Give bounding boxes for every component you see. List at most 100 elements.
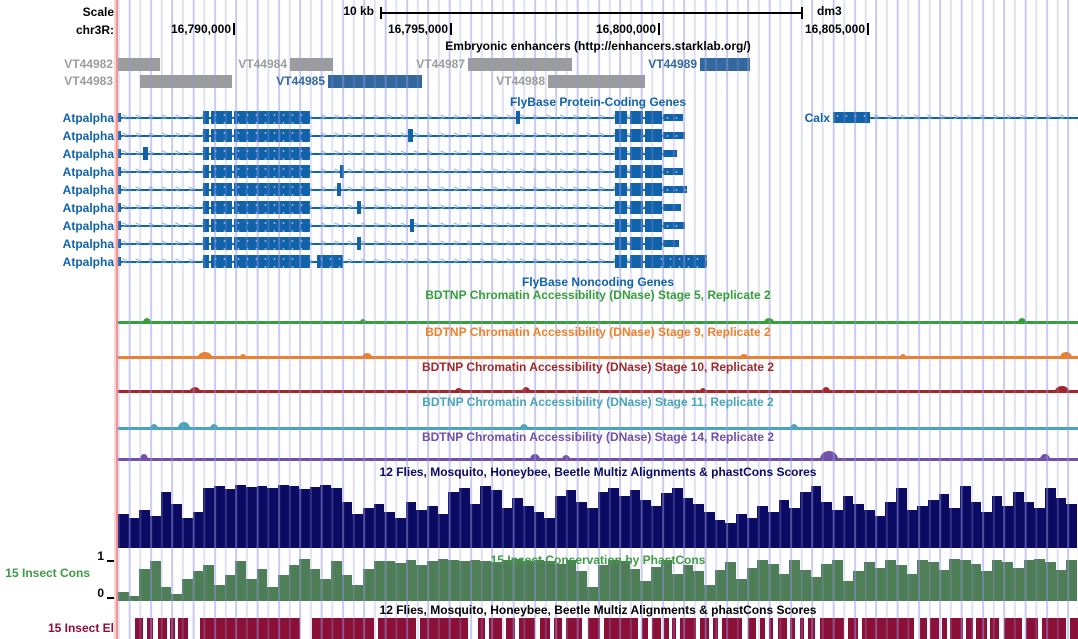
gene-exon[interactable] xyxy=(630,219,643,232)
track-title-flybase-noncoding[interactable]: FlyBase Noncoding Genes xyxy=(521,275,675,289)
gene-exon[interactable] xyxy=(203,201,209,214)
gene-exon[interactable] xyxy=(630,165,643,178)
gene-exon[interactable] xyxy=(211,165,232,178)
enhancer-item-VT44987[interactable] xyxy=(468,58,572,71)
gene-exon[interactable] xyxy=(211,147,232,160)
gene-exon[interactable] xyxy=(645,165,662,178)
bdtnp-signal-line-stage-0[interactable] xyxy=(118,321,1078,324)
phastcons-histogram[interactable] xyxy=(118,559,1078,601)
conserved-element-block[interactable] xyxy=(800,618,804,639)
conserved-element-block[interactable] xyxy=(930,618,939,639)
gene-exon[interactable] xyxy=(663,150,677,157)
gene-exon[interactable] xyxy=(211,111,232,124)
enhancer-item-VT44989[interactable] xyxy=(700,58,750,71)
gene-exon[interactable] xyxy=(615,129,627,142)
gene-exon[interactable] xyxy=(118,167,121,176)
conserved-element-block[interactable] xyxy=(170,618,175,639)
conserved-element-block[interactable] xyxy=(540,618,550,639)
enhancer-label-VT44987[interactable]: VT44987 xyxy=(416,57,465,71)
gene-exon[interactable] xyxy=(203,147,209,160)
gene-exon[interactable] xyxy=(645,111,662,124)
gene-exon[interactable] xyxy=(118,149,121,158)
enhancer-label-VT44985[interactable]: VT44985 xyxy=(276,74,325,88)
gene-exon[interactable] xyxy=(203,183,209,196)
gene-exon[interactable] xyxy=(118,185,121,194)
enhancer-label-VT44988[interactable]: VT44988 xyxy=(496,74,545,88)
enhancer-label-VT44983[interactable]: VT44983 xyxy=(64,74,113,88)
conserved-element-block[interactable] xyxy=(862,618,914,639)
conserved-element-block[interactable] xyxy=(158,618,167,639)
track-title-flybase-protein-coding[interactable]: FlyBase Protein-Coding Genes xyxy=(509,95,687,109)
ruler-position-label[interactable]: 16,805,000 xyxy=(804,22,865,36)
enhancer-item-VT44982[interactable] xyxy=(118,58,160,71)
conserved-element-block[interactable] xyxy=(722,618,742,639)
gene-exon[interactable] xyxy=(645,183,662,196)
gene-exon[interactable] xyxy=(630,147,643,160)
conserved-element-block[interactable] xyxy=(147,618,153,639)
gene-exon[interactable] xyxy=(663,222,685,229)
gene-exon[interactable] xyxy=(234,129,310,142)
conserved-element-block[interactable] xyxy=(976,618,987,639)
gene-exon[interactable] xyxy=(211,237,232,250)
conserved-element-block[interactable] xyxy=(642,618,648,639)
conserved-element-block[interactable] xyxy=(554,618,562,639)
gene-exon[interactable] xyxy=(630,237,643,250)
gene-exon[interactable] xyxy=(645,129,662,142)
gene-exon[interactable] xyxy=(615,147,627,160)
gene-exon[interactable] xyxy=(340,165,344,178)
gene-exon[interactable] xyxy=(203,111,209,124)
track-title-bdtnp-stage10[interactable]: BDTNP Chromatin Accessibility (DNase) St… xyxy=(421,360,775,374)
gene-exon[interactable] xyxy=(211,183,232,196)
insect-elements-track-label[interactable]: 15 Insect El xyxy=(47,621,114,635)
gene-exon[interactable] xyxy=(203,237,209,250)
gene-label-calx[interactable]: Calx xyxy=(804,111,830,125)
conserved-element-block[interactable] xyxy=(680,618,696,639)
gene-exon[interactable] xyxy=(630,183,643,196)
gene-exon[interactable] xyxy=(234,201,310,214)
conserved-element-block[interactable] xyxy=(506,618,515,639)
conserved-element-block[interactable] xyxy=(566,618,582,639)
enhancer-label-VT44982[interactable]: VT44982 xyxy=(64,57,113,71)
gene-exon[interactable] xyxy=(234,219,310,232)
gene-exon[interactable] xyxy=(516,111,520,124)
enhancer-item-VT44983[interactable] xyxy=(140,75,232,88)
gene-exon[interactable] xyxy=(234,165,310,178)
conserved-element-block[interactable] xyxy=(808,618,815,639)
gene-label-atpalpha[interactable]: Atpalpha xyxy=(62,201,114,215)
conserved-element-block[interactable] xyxy=(378,618,416,639)
gene-exon[interactable] xyxy=(663,168,683,175)
gene-exon[interactable] xyxy=(143,147,148,160)
gene-exon[interactable] xyxy=(663,132,685,139)
gene-exon[interactable] xyxy=(234,111,310,124)
gene-exon[interactable] xyxy=(657,255,707,268)
gene-exon[interactable] xyxy=(211,201,232,214)
gene-exon[interactable] xyxy=(300,255,308,268)
gene-exon[interactable] xyxy=(203,255,209,268)
bdtnp-signal-line-stage-1[interactable] xyxy=(118,356,1078,359)
track-title-phastcons[interactable]: 15 Insect Conservation by PhastCons xyxy=(490,553,706,567)
gene-label-atpalpha[interactable]: Atpalpha xyxy=(62,183,114,197)
conserved-element-block[interactable] xyxy=(672,618,676,639)
conserved-element-block[interactable] xyxy=(135,618,143,639)
conserved-element-block[interactable] xyxy=(1026,618,1038,639)
gene-exon[interactable] xyxy=(234,183,310,196)
conserved-element-block[interactable] xyxy=(920,618,927,639)
conserved-element-block[interactable] xyxy=(1004,618,1022,639)
gene-exon[interactable] xyxy=(234,147,310,160)
ruler-position-label[interactable]: 16,790,000 xyxy=(170,22,231,36)
gene-label-atpalpha[interactable]: Atpalpha xyxy=(62,147,114,161)
gene-exon[interactable] xyxy=(615,237,627,250)
track-title-bdtnp-stage11[interactable]: BDTNP Chromatin Accessibility (DNase) St… xyxy=(422,395,774,409)
track-title-multiz-bottom[interactable]: 12 Flies, Mosquito, Honeybee, Beetle Mul… xyxy=(379,603,817,617)
gene-label-atpalpha[interactable]: Atpalpha xyxy=(62,165,114,179)
enhancer-label-VT44989[interactable]: VT44989 xyxy=(648,57,697,71)
ruler-tick[interactable] xyxy=(450,23,452,35)
gene-exon[interactable] xyxy=(211,219,232,232)
track-title-bdtnp-stage5[interactable]: BDTNP Chromatin Accessibility (DNase) St… xyxy=(425,288,771,302)
ruler-tick[interactable] xyxy=(658,23,660,35)
gene-exon[interactable] xyxy=(645,147,662,160)
gene-label-atpalpha[interactable]: Atpalpha xyxy=(62,219,114,233)
track-title-embryonic-enhancers[interactable]: Embryonic enhancers (http://enhancers.st… xyxy=(445,39,751,53)
gene-exon[interactable] xyxy=(615,219,627,232)
gene-label-atpalpha[interactable]: Atpalpha xyxy=(62,255,114,269)
